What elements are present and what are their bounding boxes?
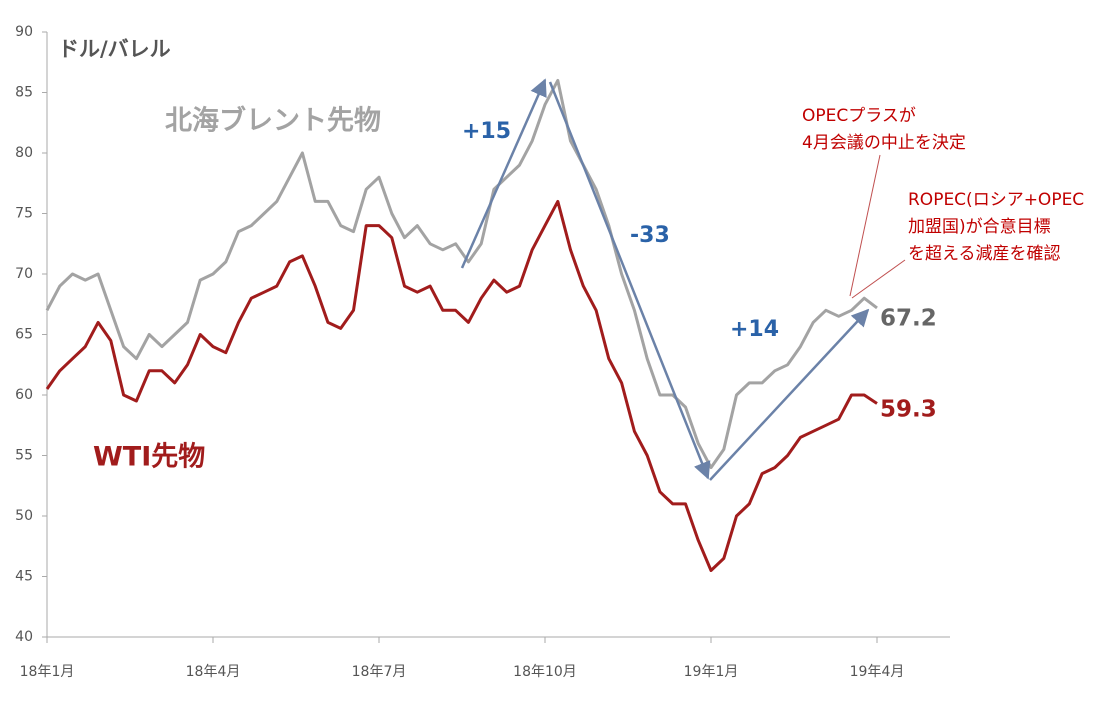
- annotation: 59.3: [880, 397, 937, 423]
- annotation: +14: [730, 317, 779, 342]
- series-line: [45, 78, 878, 470]
- callout-line: [851, 259, 906, 299]
- annotation: 67.2: [880, 306, 937, 332]
- y-tick-label: 45: [15, 569, 33, 585]
- trend-arrow: [460, 78, 547, 269]
- x-tick-label: 19年1月: [684, 664, 739, 680]
- x-tick-label: 19年4月: [850, 664, 905, 680]
- x-tick-label: 18年4月: [186, 664, 241, 680]
- y-tick-label: 60: [15, 387, 33, 403]
- annotation: を超える減産を確認: [908, 244, 1061, 264]
- legend-label: WTI先物: [93, 442, 205, 473]
- annotation: +15: [462, 119, 511, 144]
- legend-label: 北海ブレント先物: [165, 105, 381, 137]
- annotation: 4月会議の中止を決定: [802, 133, 966, 153]
- y-tick-label: 50: [15, 508, 33, 524]
- series-line: [45, 199, 878, 572]
- y-tick-label: 40: [15, 629, 33, 645]
- y-tick-label: 90: [15, 24, 33, 40]
- y-tick-label: 70: [15, 266, 33, 282]
- y-tick-label: 55: [15, 448, 33, 464]
- y-tick-label: 65: [15, 327, 33, 343]
- annotation: OPECプラスが: [802, 106, 916, 126]
- x-tick-label: 18年1月: [20, 664, 75, 680]
- trend-arrow: [548, 81, 711, 480]
- y-tick-label: 80: [15, 145, 33, 161]
- y-tick-label: 85: [15, 85, 33, 101]
- x-tick-label: 18年7月: [352, 664, 407, 680]
- y-tick-label: 75: [15, 206, 33, 222]
- annotation: -33: [630, 223, 670, 248]
- trend-arrow: [709, 308, 870, 481]
- annotation: ROPEC(ロシア+OPEC: [908, 190, 1084, 210]
- callout-line: [849, 154, 881, 297]
- y-axis-title: ドル/バレル: [58, 37, 171, 61]
- x-tick-label: 18年10月: [513, 664, 577, 680]
- annotation: 加盟国)が合意目標: [908, 217, 1051, 237]
